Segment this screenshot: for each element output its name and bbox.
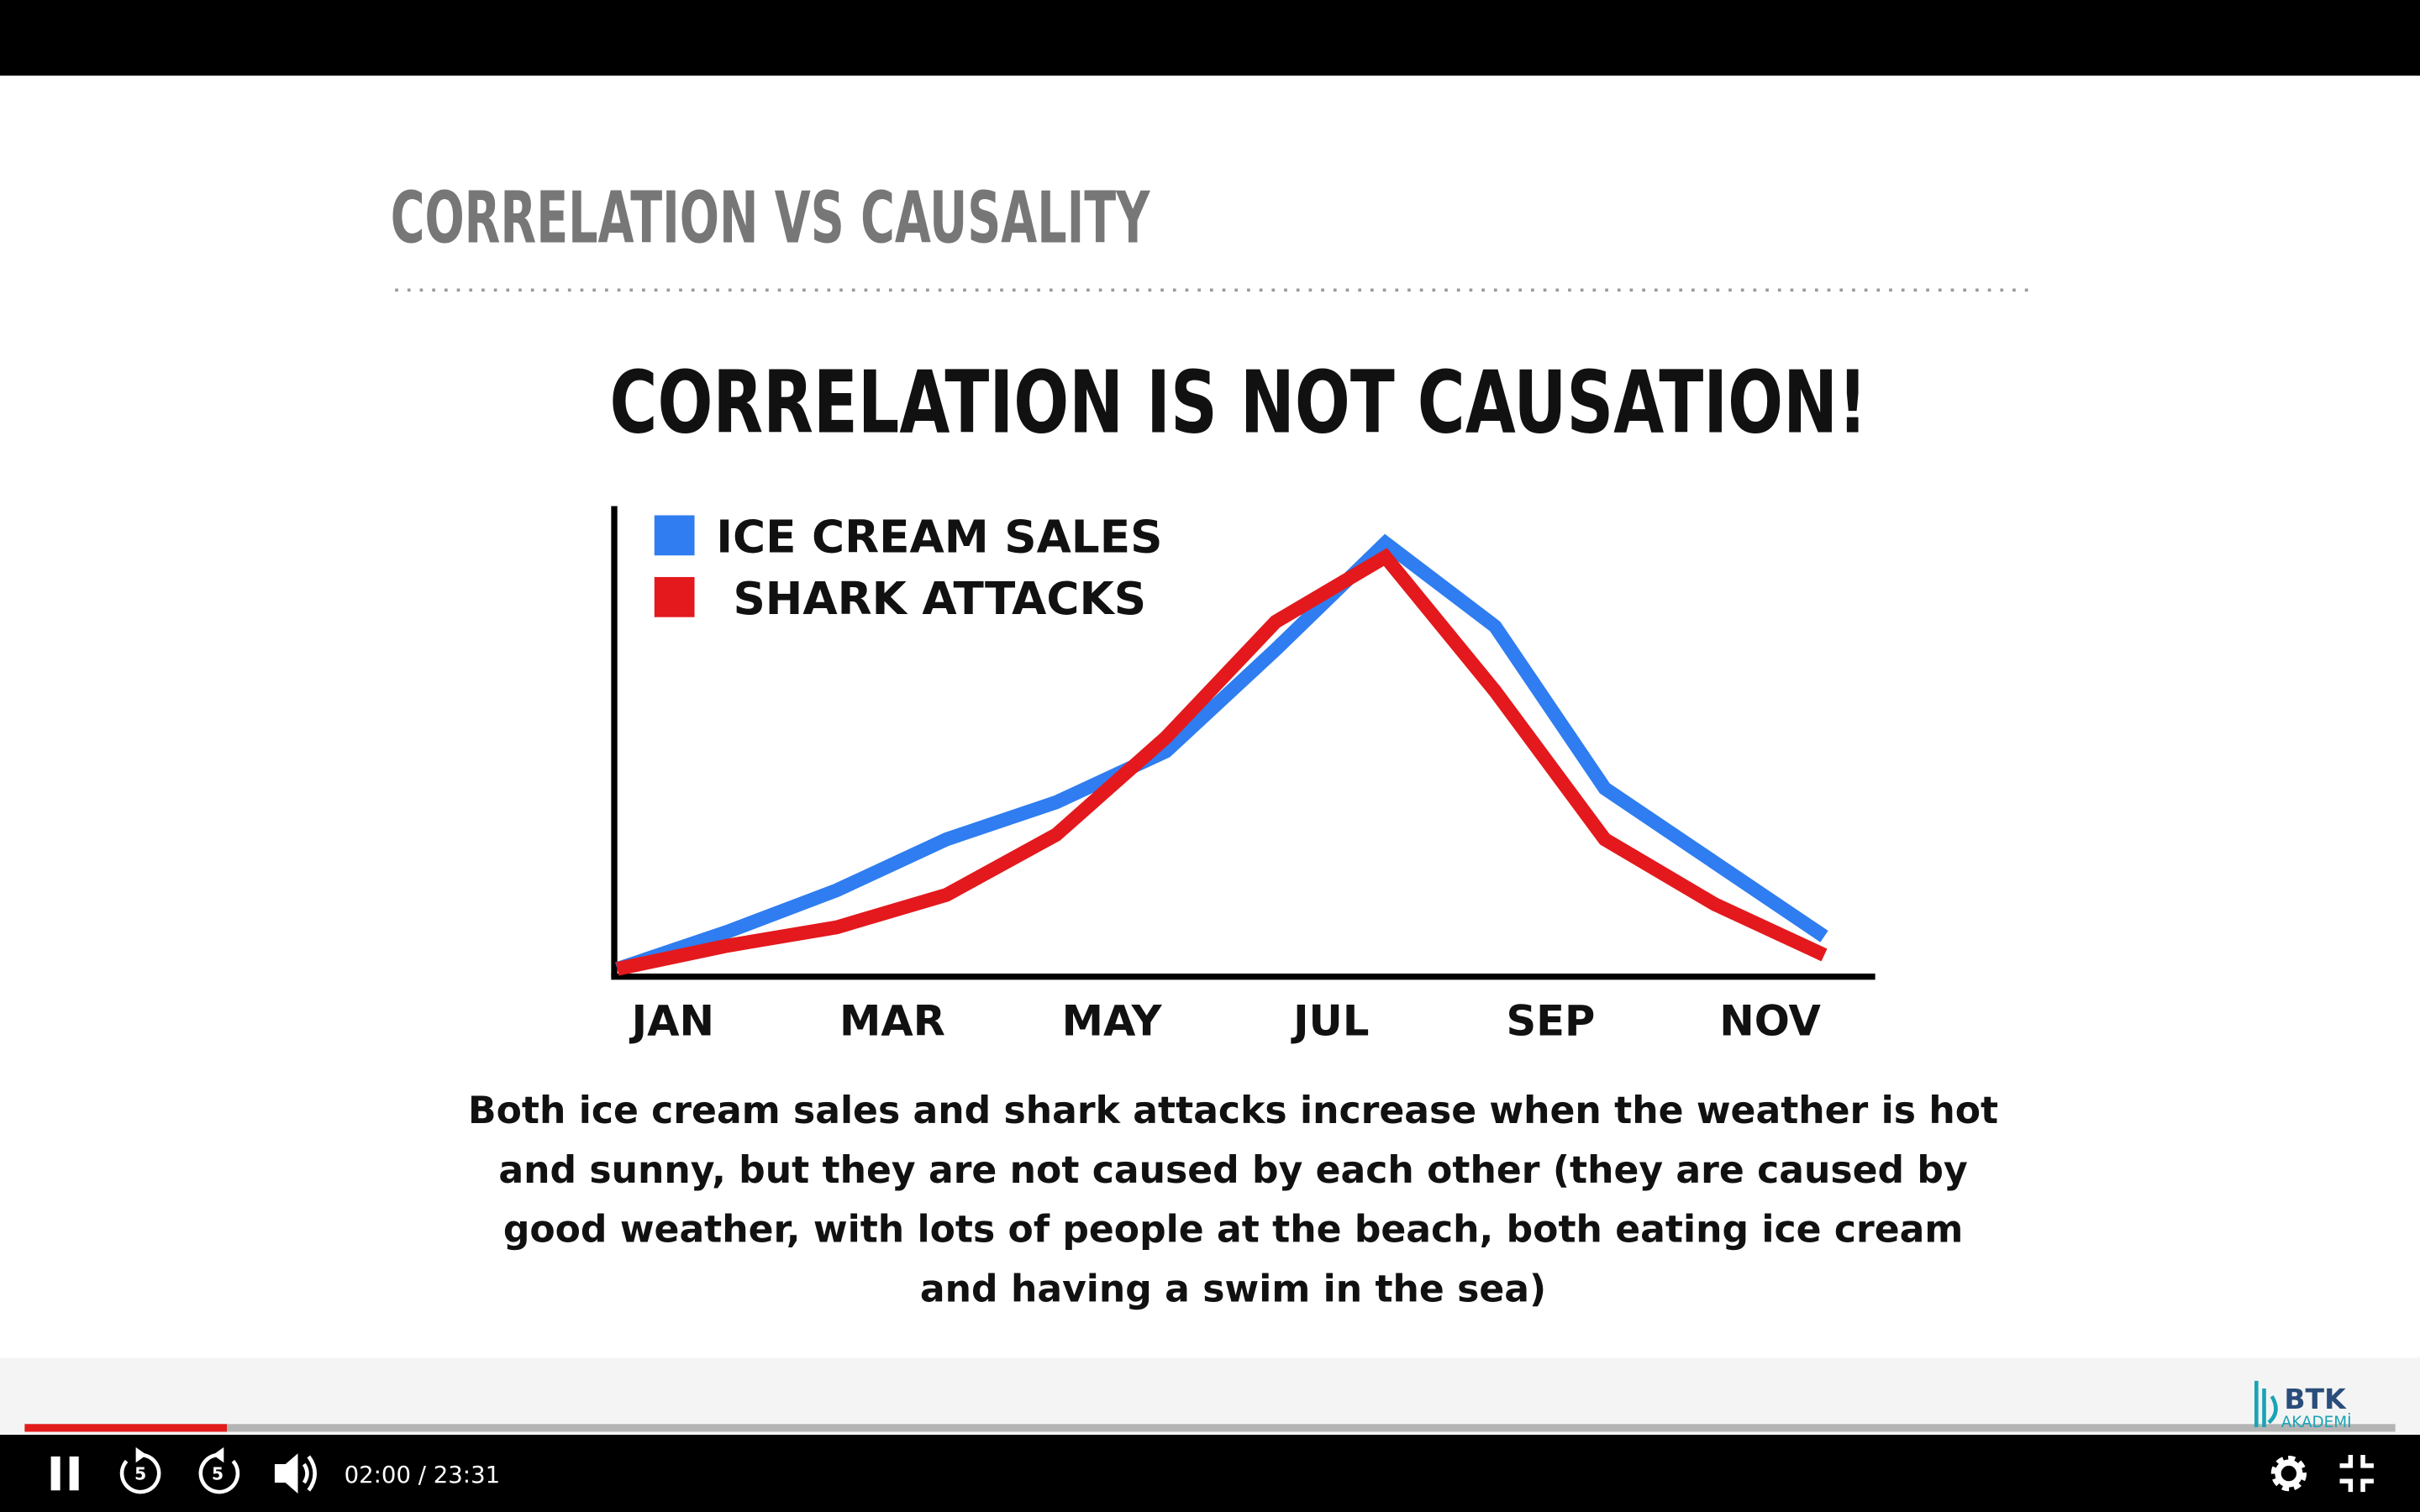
legend-label: ICE CREAM SALES xyxy=(716,512,1162,564)
chart-title: CORRELATION IS NOT CAUSATION! xyxy=(610,353,1868,453)
pause-button[interactable] xyxy=(50,1456,79,1491)
progress-played xyxy=(24,1424,227,1432)
legend-swatch xyxy=(654,576,695,617)
progress-track[interactable] xyxy=(24,1424,2396,1432)
player-fade xyxy=(0,1357,2420,1436)
chart: JAN MAR MAY JUL SEP NOV ICE CREAM SALES SHARK A… xyxy=(611,506,1876,1045)
skip-forward-label: 5 xyxy=(212,1463,224,1483)
caption-line: and having a swim in the sea) xyxy=(920,1268,1546,1310)
x-tick-label: SEP xyxy=(1506,996,1595,1045)
volume-button[interactable] xyxy=(274,1453,317,1494)
logo: BTK AKADEMİ xyxy=(2254,1380,2352,1431)
time-display: 02:00 / 23:31 xyxy=(345,1462,501,1488)
slide xyxy=(0,76,2420,1436)
series-line xyxy=(615,548,1828,976)
x-tick-label: MAY xyxy=(1062,996,1163,1045)
x-tick-label: MAR xyxy=(839,996,945,1045)
skip-back-button[interactable]: 5 xyxy=(119,1446,161,1494)
skip-forward-button[interactable]: 5 xyxy=(198,1446,240,1494)
caption-line: good weather, with lots of people at the… xyxy=(503,1209,1963,1252)
top-bar xyxy=(0,0,2420,76)
skip-back-label: 5 xyxy=(134,1463,146,1483)
settings-button[interactable] xyxy=(2270,1455,2307,1492)
logo-top: BTK xyxy=(2284,1383,2347,1415)
series-line xyxy=(615,533,1828,976)
caption-line: and sunny, but they are not caused by ea… xyxy=(498,1149,1967,1192)
x-tick-label: JAN xyxy=(629,996,714,1045)
slide-header: CORRELATION VS CAUSALITY xyxy=(391,176,1150,259)
caption: Both ice cream sales and shark attacks i… xyxy=(468,1089,1998,1310)
legend-swatch xyxy=(654,515,695,556)
legend-label: SHARK ATTACKS xyxy=(733,573,1146,625)
exit-fullscreen-button[interactable] xyxy=(2339,1455,2374,1493)
caption-line: Both ice cream sales and shark attacks i… xyxy=(468,1089,1998,1132)
logo-bottom: AKADEMİ xyxy=(2281,1414,2352,1431)
controls-bar xyxy=(0,1435,2420,1512)
x-tick-label: NOV xyxy=(1719,996,1821,1045)
x-tick-label: JUL xyxy=(1291,996,1369,1045)
